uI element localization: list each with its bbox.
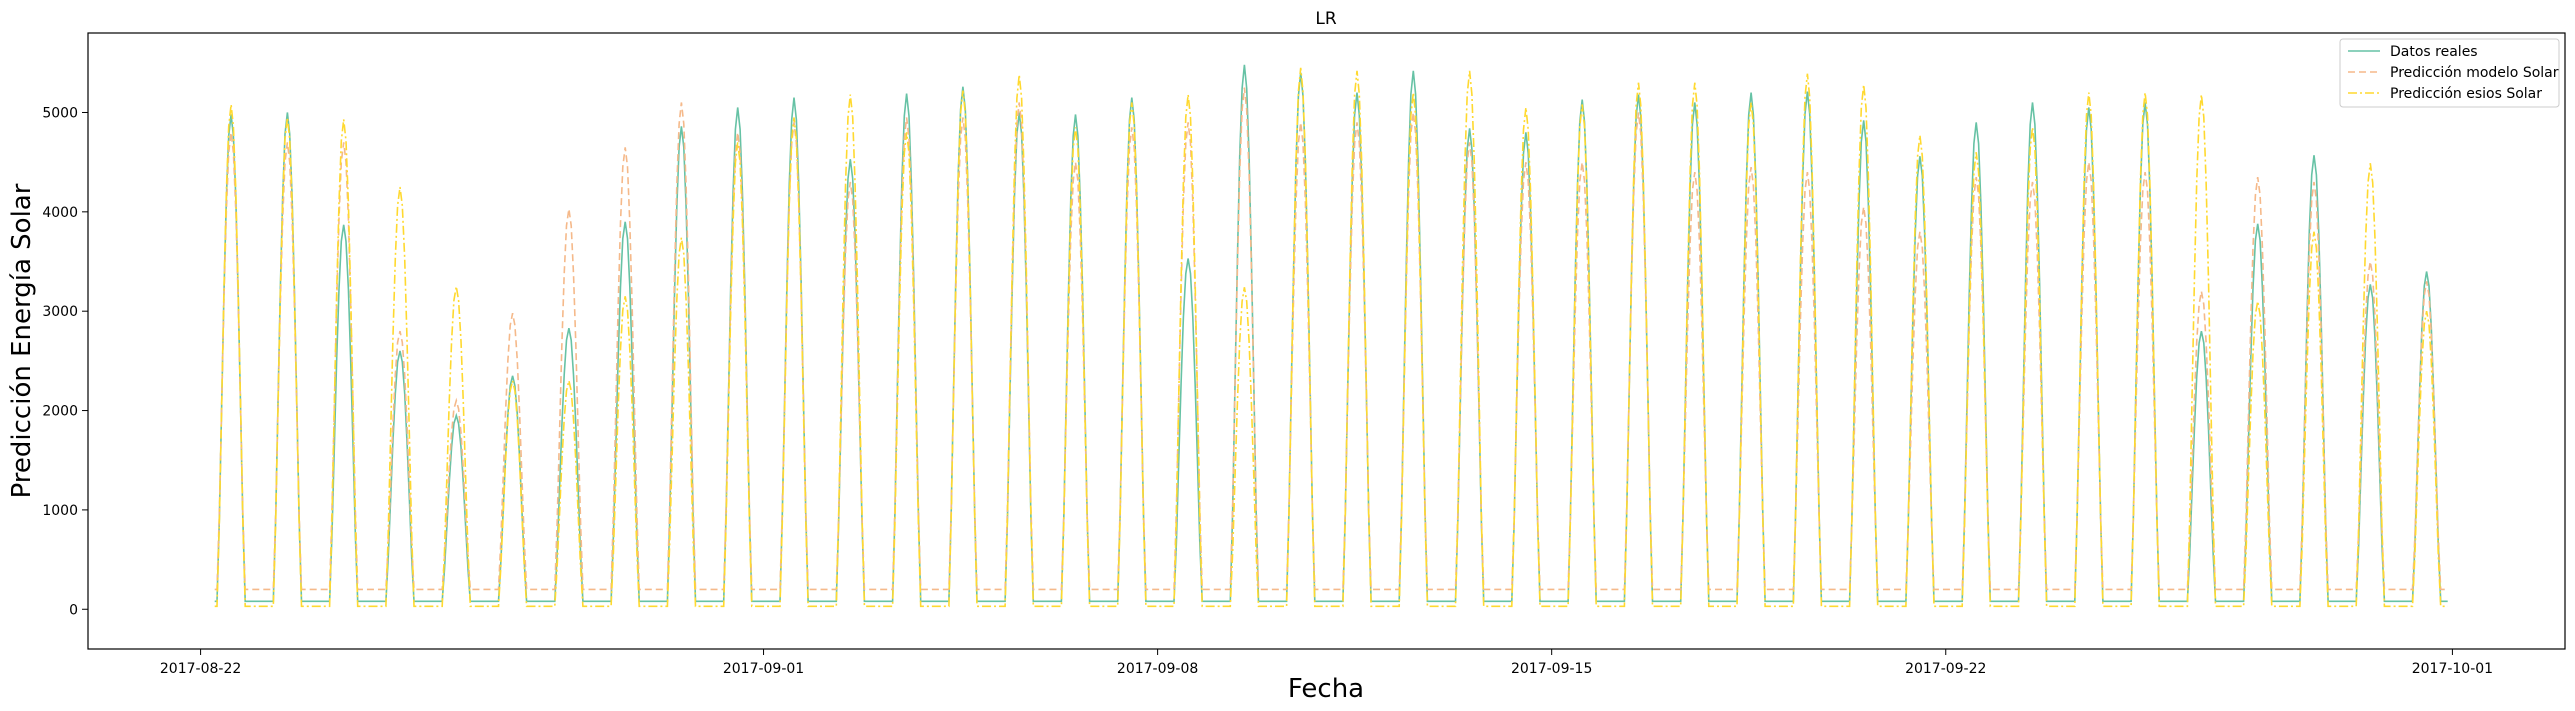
x-tick-label: 2017-09-15	[1511, 661, 1592, 677]
y-tick-label: 4000	[42, 205, 78, 221]
y-axis-title: Predicción Energía Solar	[7, 183, 37, 498]
x-tick-label: 2017-09-01	[723, 661, 804, 677]
x-tick-label: 2017-10-01	[2412, 661, 2493, 677]
legend-label: Datos reales	[2390, 44, 2478, 60]
y-tick-label: 0	[69, 602, 78, 618]
x-axis: 2017-08-22 2017-09-01 2017-09-08 2017-09-15…	[160, 649, 2493, 677]
legend-box	[2339, 38, 2560, 108]
legend: Datos reales Predicción modelo Solar Predi…	[2339, 38, 2560, 108]
legend-label: Predicción modelo Solar	[2390, 65, 2559, 81]
legend-label: Predicción esios Solar	[2390, 86, 2542, 102]
plot-frame	[87, 32, 2566, 650]
series-line-2	[214, 87, 2448, 591]
y-tick-label: 1000	[42, 503, 78, 519]
y-axis: 0 1000 2000 3000 4000 5000	[42, 105, 88, 618]
y-tick-label: 2000	[42, 404, 78, 420]
y-tick-label: 5000	[42, 105, 78, 121]
y-tick-label: 3000	[42, 304, 78, 320]
series-line-3	[214, 67, 2448, 608]
series-layer	[214, 64, 2448, 608]
x-axis-title: Fecha	[1288, 674, 1364, 704]
x-tick-label: 2017-09-08	[1117, 661, 1198, 677]
chart-title: LR	[1315, 9, 1336, 29]
x-tick-label: 2017-08-22	[160, 661, 241, 677]
x-tick-label: 2017-09-22	[1905, 661, 1986, 677]
